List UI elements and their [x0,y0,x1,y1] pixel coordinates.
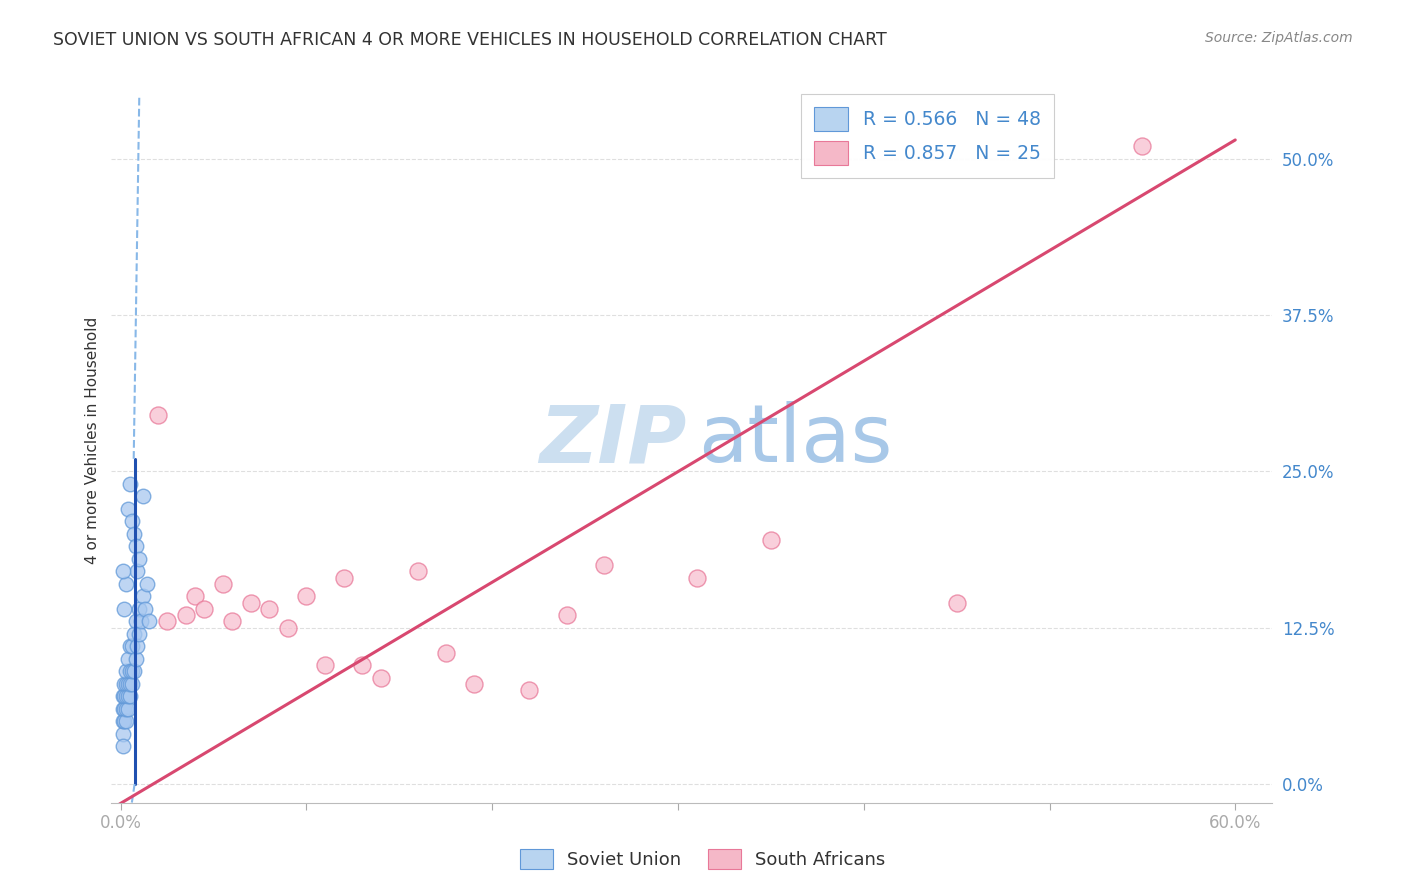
Point [121,665,143,679]
Point [132,589,155,603]
Point [115,702,138,716]
Point [314,658,336,673]
Point [115,576,138,591]
Point [239,596,262,610]
Point [463,677,485,691]
Point [259,602,281,616]
Point [124,539,146,553]
Point [295,589,318,603]
Point [406,564,429,578]
Text: ZIP: ZIP [538,401,686,479]
Point [112,690,135,704]
Point [117,702,139,716]
Point [127,640,149,654]
Point [111,739,134,754]
Point [115,714,138,729]
Point [134,602,156,616]
Y-axis label: 4 or more Vehicles in Household: 4 or more Vehicles in Household [86,317,100,564]
Point [121,677,143,691]
Point [111,727,134,741]
Point [519,683,541,698]
Point [221,615,243,629]
Point [118,476,141,491]
Point [685,570,707,584]
Point [592,558,614,572]
Legend: Soviet Union, South Africans: Soviet Union, South Africans [512,839,894,879]
Point [759,533,782,547]
Point [121,514,143,528]
Text: Source: ZipAtlas.com: Source: ZipAtlas.com [1205,31,1353,45]
Point [945,596,967,610]
Point [112,602,135,616]
Point [121,640,143,654]
Point [111,690,134,704]
Point [112,677,135,691]
Point [212,576,235,591]
Point [127,564,149,578]
Point [138,615,160,629]
Point [111,702,134,716]
Point [122,627,145,641]
Point [117,652,139,666]
Legend: R = 0.566   N = 48, R = 0.857   N = 25: R = 0.566 N = 48, R = 0.857 N = 25 [801,94,1054,178]
Point [124,615,146,629]
Point [118,640,141,654]
Point [111,714,134,729]
Point [434,646,457,660]
Point [128,551,150,566]
Point [132,489,155,503]
Point [115,677,138,691]
Point [128,602,150,616]
Point [332,570,354,584]
Point [115,665,138,679]
Point [122,665,145,679]
Point [118,690,141,704]
Point [135,576,157,591]
Point [117,677,139,691]
Point [124,652,146,666]
Point [174,608,197,623]
Point [122,526,145,541]
Point [352,658,374,673]
Point [156,615,179,629]
Point [117,501,139,516]
Point [111,564,134,578]
Point [112,714,135,729]
Point [118,665,141,679]
Point [117,690,139,704]
Text: atlas: atlas [697,401,891,479]
Point [129,615,152,629]
Point [112,702,135,716]
Point [146,408,169,422]
Point [128,627,150,641]
Point [115,690,138,704]
Point [277,621,299,635]
Point [184,589,207,603]
Point [1132,139,1154,153]
Point [193,602,215,616]
Point [370,671,392,685]
Point [555,608,578,623]
Point [118,677,141,691]
Text: SOVIET UNION VS SOUTH AFRICAN 4 OR MORE VEHICLES IN HOUSEHOLD CORRELATION CHART: SOVIET UNION VS SOUTH AFRICAN 4 OR MORE … [53,31,887,49]
